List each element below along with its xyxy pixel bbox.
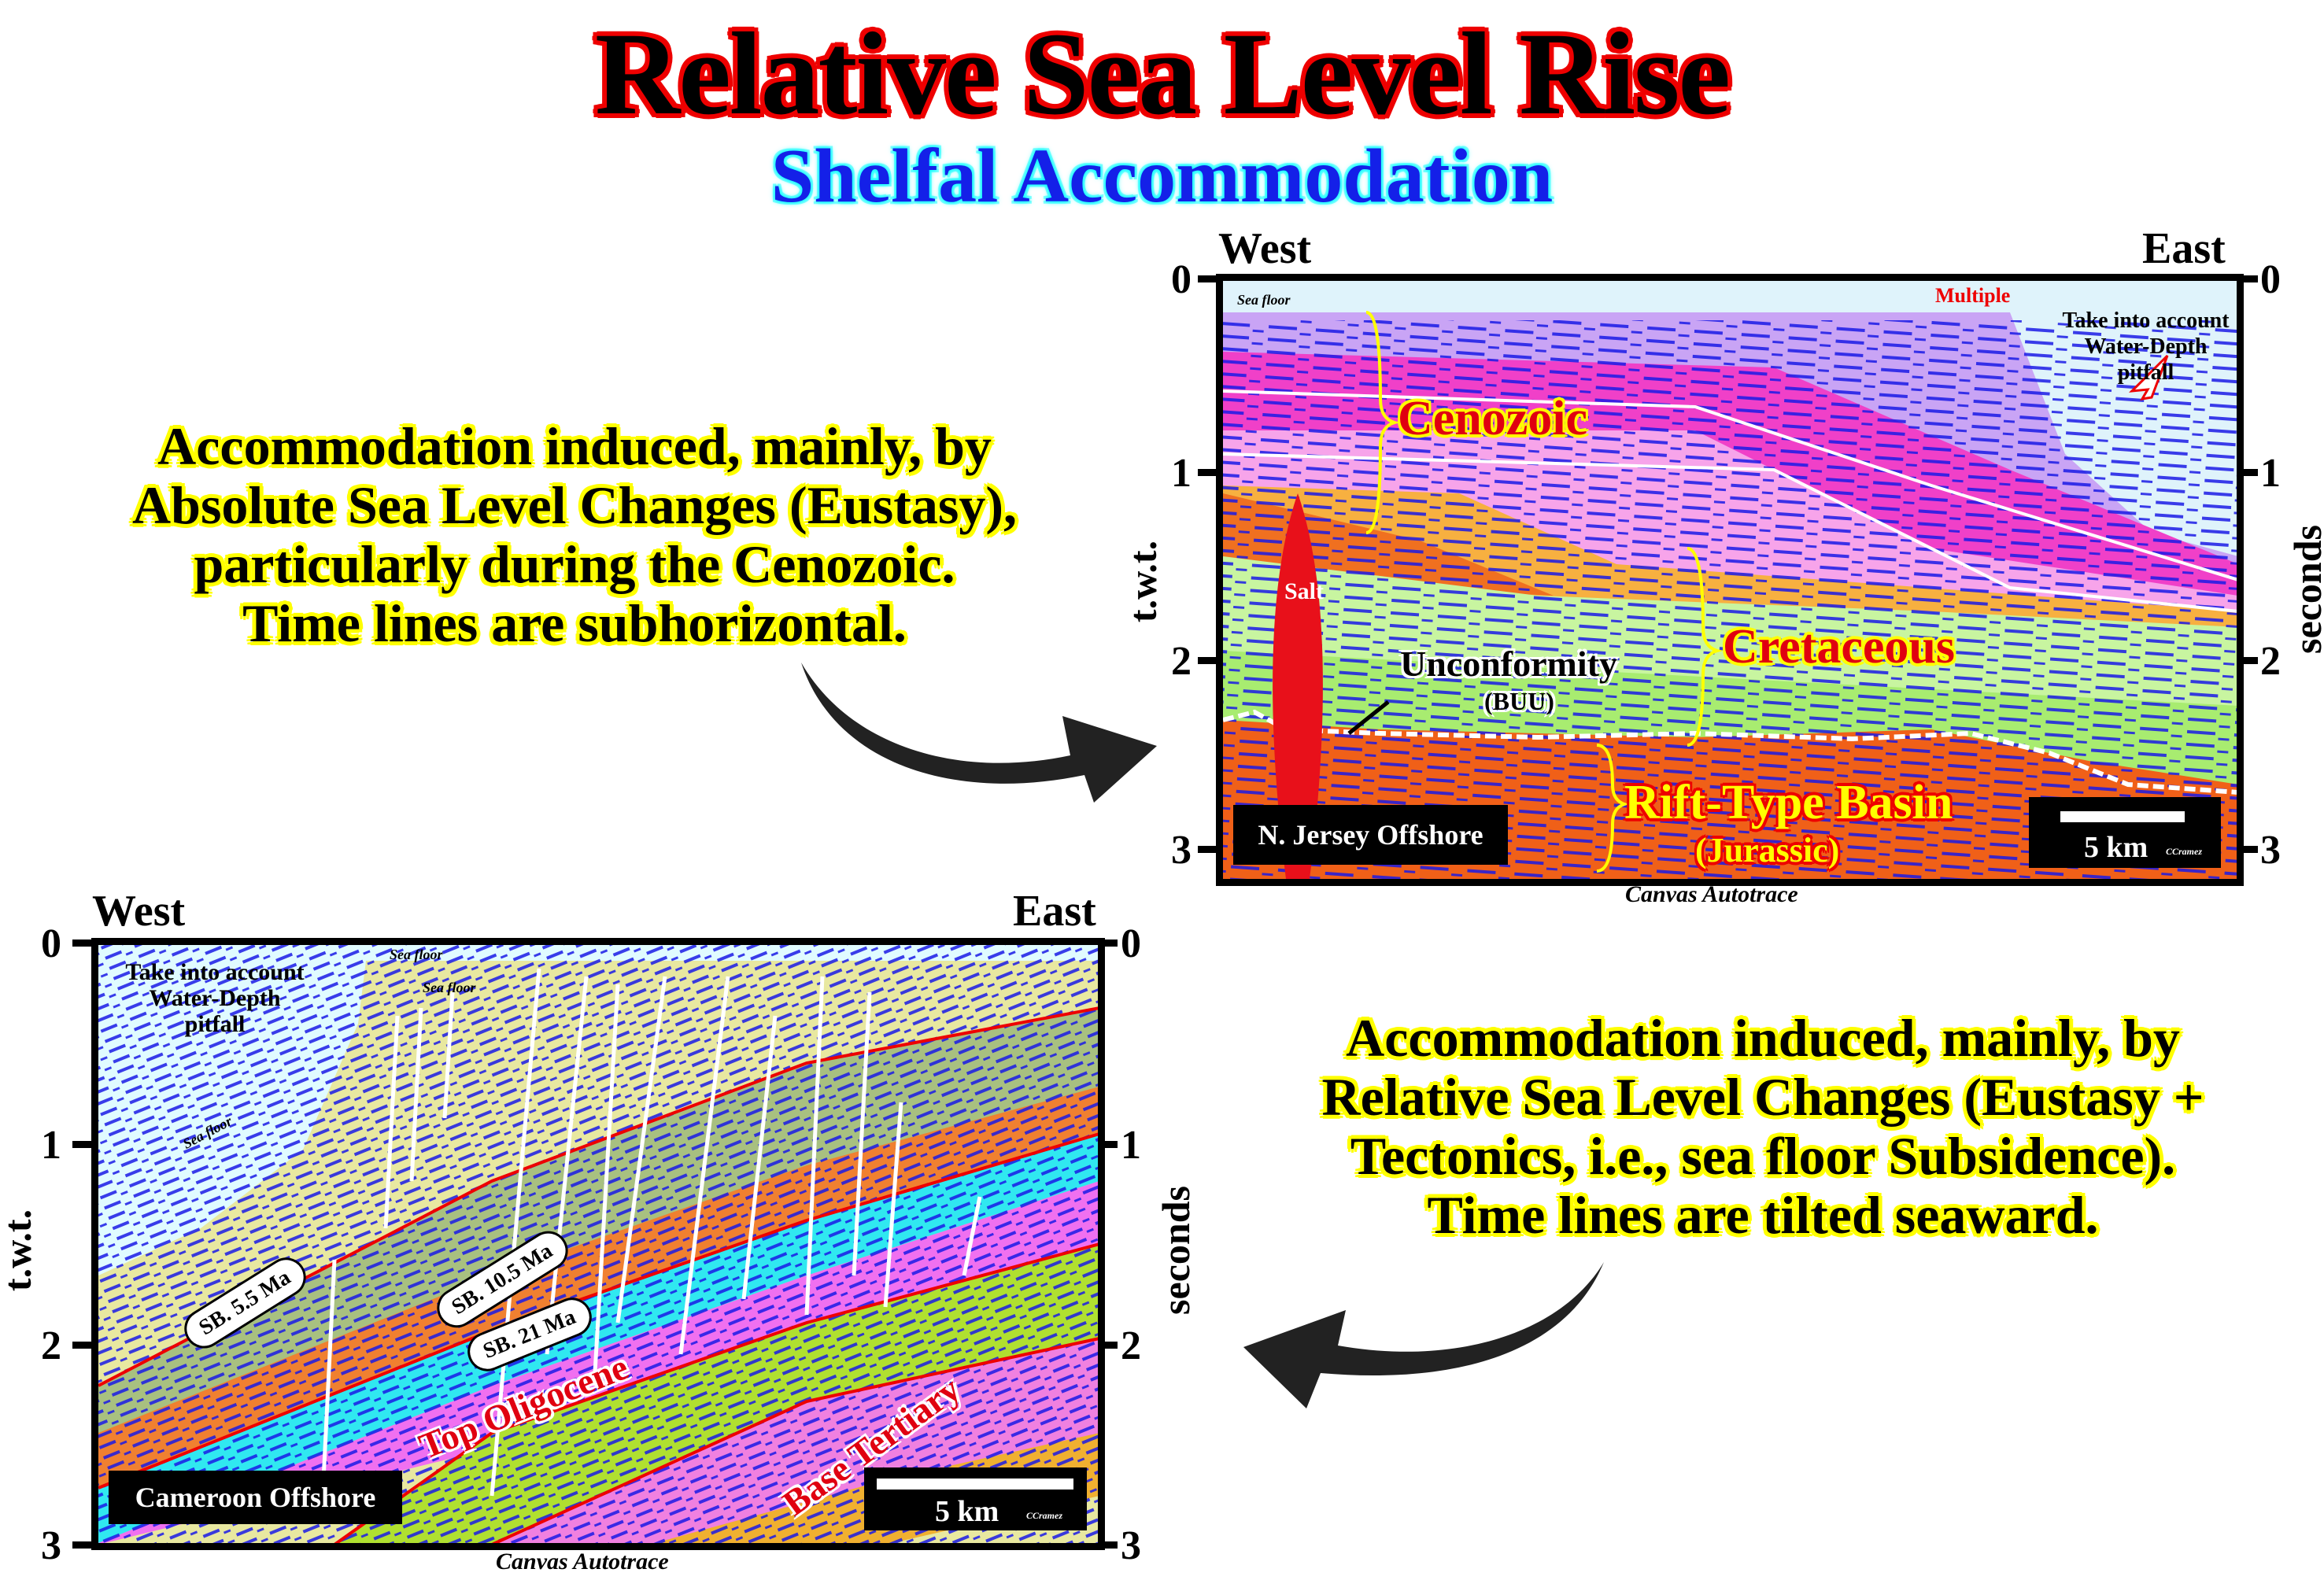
note-line: Accommodation induced, mainly, by [157, 416, 992, 476]
note-line: Accommodation induced, mainly, by [1346, 1008, 2180, 1068]
multiple-label: Multiple [1935, 284, 2011, 307]
seconds-axis-label: seconds [2285, 525, 2324, 654]
scale-label: 5 km [935, 1495, 999, 1528]
tick-mark [1198, 846, 1217, 853]
tick-mark [2239, 657, 2258, 664]
tick-mark [1099, 1342, 1118, 1349]
top-seismic-section: Sea floor Multiple Take into account Wat… [1216, 274, 2244, 886]
tick-mark [72, 1541, 91, 1549]
page-title: Relative Sea Level Rise [594, 9, 1731, 139]
bottom-seismic-section: Take into account Water-Depth pitfall Se… [91, 938, 1105, 1550]
y-tick: 0 [1171, 257, 1192, 302]
page-subtitle: Shelfal Accommodation [770, 134, 1554, 219]
y-tick: 2 [2260, 639, 2281, 684]
tick-mark [72, 940, 91, 947]
pitfall-line: Water-Depth [149, 985, 281, 1011]
cenozoic-label: Cenozoic [1398, 392, 1588, 445]
scale-bar-line [877, 1478, 1073, 1490]
salt-label: Salt [1284, 578, 1325, 604]
tick-mark [2239, 846, 2258, 853]
bottom-credit: Canvas Autotrace [496, 1549, 669, 1574]
y-tick: 2 [1121, 1323, 1141, 1368]
tick-mark [1099, 1541, 1118, 1549]
y-tick: 0 [41, 921, 61, 966]
tick-mark [2239, 275, 2258, 282]
note-line: particularly during the Cenozoic. [194, 534, 955, 594]
bottom-east-label: East [1013, 887, 1096, 936]
scale-bar: 5 km CCramez [2029, 797, 2221, 868]
y-tick: 3 [1121, 1523, 1141, 1568]
y-tick: 3 [1171, 828, 1192, 873]
tick-mark [1198, 275, 1217, 282]
note-line: Relative Sea Level Changes (Eustasy + [1321, 1067, 2204, 1127]
top-west-label: West [1218, 224, 1312, 273]
twt-axis-label: t.w.t. [1121, 540, 1166, 623]
y-tick: 1 [1121, 1123, 1141, 1168]
scale-bar: 5 km CCramez [864, 1467, 1087, 1530]
curved-arrow-icon [1243, 1262, 1604, 1408]
curved-arrow-icon [801, 663, 1157, 803]
seismic-image [1223, 281, 2237, 879]
tick-mark [1198, 469, 1217, 476]
note-line: Time lines are tilted seaward. [1427, 1185, 2099, 1245]
sea-floor-label: Sea floor [390, 947, 443, 962]
salt-dome [1273, 493, 1323, 879]
y-tick: 3 [2260, 828, 2281, 873]
pitfall-line: Take into account [125, 959, 305, 985]
jurassic-label: (Jurassic) [1695, 831, 1840, 869]
pitfall-note: Take into account Water-Depth pitfall [2057, 308, 2234, 386]
y-tick: 1 [2260, 451, 2281, 496]
y-tick: 3 [41, 1523, 61, 1568]
location-label: Cameroon Offshore [109, 1471, 402, 1524]
author-label: CCramez [2166, 846, 2203, 857]
bottom-west-label: West [92, 887, 186, 936]
note-line: Time lines are subhorizontal. [242, 593, 907, 653]
scale-label: 5 km [2084, 831, 2148, 864]
scale-bar-line [2060, 811, 2185, 822]
author-label: CCramez [1026, 1510, 1063, 1521]
twt-axis-label: t.w.t. [0, 1209, 40, 1292]
note-line: Absolute Sea Level Changes (Eustasy), [132, 475, 1017, 535]
fault-lines [320, 968, 982, 1497]
pitfall-line: Water-Depth [2084, 334, 2208, 359]
pitfall-line: Take into account [2062, 308, 2230, 333]
y-tick: 0 [2260, 257, 2281, 302]
sea-floor-label: Sea floor [423, 980, 476, 995]
y-tick: 1 [1171, 451, 1192, 496]
pitfall-line: pitfall [184, 1011, 246, 1037]
left-note: Accommodation induced, mainly, by Absolu… [47, 417, 1102, 653]
buu-label: (BUU) [1484, 687, 1554, 715]
tick-mark [1198, 657, 1217, 664]
y-tick: 0 [1121, 921, 1141, 966]
y-tick: 2 [41, 1323, 61, 1368]
rift-basin-label: Rift-Type Basin [1624, 776, 1953, 829]
cretaceous-label: Cretaceous [1723, 620, 1955, 674]
note-line: Tectonics, i.e., sea floor Subsidence). [1350, 1126, 2176, 1186]
seconds-axis-label: seconds [1153, 1186, 1198, 1315]
y-tick: 1 [41, 1123, 61, 1168]
tick-mark [1099, 940, 1118, 947]
y-tick: 2 [1171, 639, 1192, 684]
sea-floor-label: Sea floor [1237, 292, 1291, 308]
pitfall-note: Take into account Water-Depth pitfall [113, 959, 317, 1037]
pitfall-line: pitfall [2117, 360, 2174, 385]
location-label: N. Jersey Offshore [1233, 805, 1508, 865]
right-note: Accommodation induced, mainly, by Relati… [1228, 1009, 2298, 1245]
top-credit: Canvas Autotrace [1625, 881, 1798, 907]
tick-mark [2239, 469, 2258, 476]
top-east-label: East [2142, 224, 2226, 273]
tick-mark [72, 1342, 91, 1349]
tick-mark [1099, 1141, 1118, 1148]
tick-mark [72, 1141, 91, 1148]
unconformity-label: Unconformity [1400, 644, 1617, 684]
